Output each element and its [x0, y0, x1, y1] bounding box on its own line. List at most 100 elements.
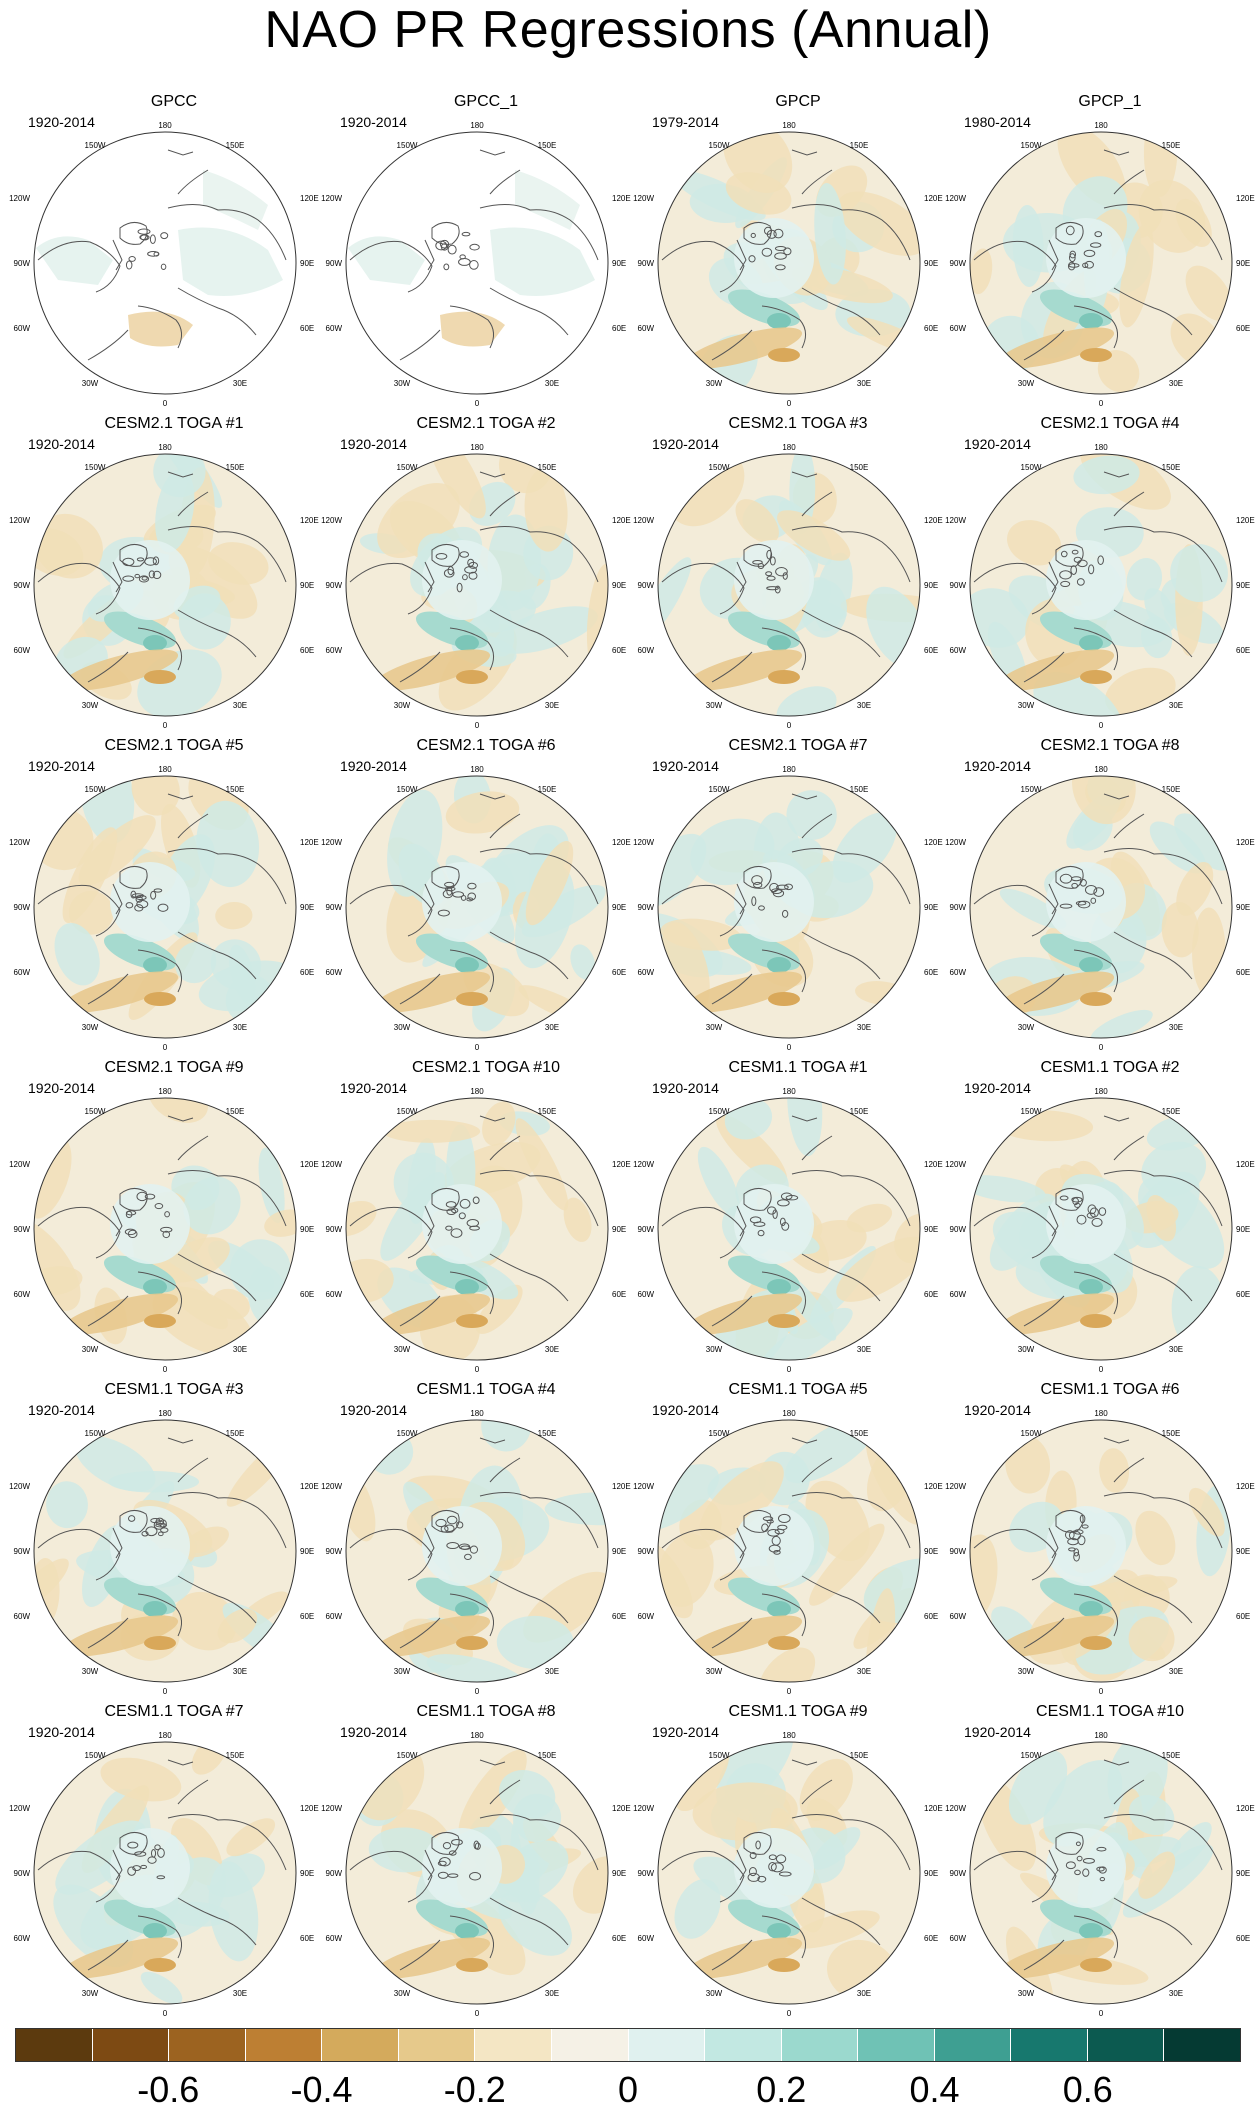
panel-period: 1920-2014	[964, 436, 1031, 452]
longitude-label: 0	[1099, 399, 1104, 408]
polar-map: 180 150W 150E 120W 120E 90W 90E 60W 60E 30W 30E 0	[945, 765, 1255, 1052]
longitude-label: 150E	[1162, 785, 1181, 794]
longitude-label: 120W	[9, 838, 30, 847]
longitude-label: 30E	[233, 1345, 247, 1354]
longitude-label: 120E	[1236, 838, 1255, 847]
longitude-label: 120W	[633, 516, 654, 525]
panel-period: 1920-2014	[340, 1724, 407, 1740]
longitude-label: 180	[470, 1409, 484, 1418]
longitude-label: 30W	[82, 1667, 99, 1676]
longitude-label: 30E	[233, 701, 247, 710]
map-panel: CESM2.1 TOGA #9 180 150W 150E 120W 120E 90W 90E…	[9, 1058, 330, 1378]
longitude-label: 180	[158, 443, 172, 452]
longitude-label: 150W	[1021, 1107, 1042, 1116]
panel-period: 1920-2014	[28, 1402, 95, 1418]
longitude-label: 60W	[950, 646, 967, 655]
longitude-label: 180	[782, 1409, 796, 1418]
longitude-label: 30E	[857, 701, 871, 710]
map-field	[346, 1742, 608, 2004]
panel-title: CESM1.1 TOGA #10	[1036, 1703, 1184, 1720]
coastlines	[37, 149, 287, 361]
map-panel: CESM2.1 TOGA #7 180 150W 150E 120W 120E 90W 90E…	[633, 736, 954, 1056]
longitude-label: 150E	[538, 1751, 557, 1760]
map-boundary	[33, 1097, 297, 1361]
panel-period: 1920-2014	[340, 758, 407, 774]
panel-period: 1920-2014	[340, 436, 407, 452]
longitude-label: 60E	[300, 1612, 314, 1621]
map-boundary	[969, 131, 1233, 395]
longitude-label: 120E	[300, 838, 319, 847]
map-panel: CESM1.1 TOGA #6 180 150W 150E 120W 120E 90W 90E…	[945, 1380, 1256, 1700]
longitude-label: 30E	[857, 379, 871, 388]
longitude-label: 180	[1094, 443, 1108, 452]
coastlines	[661, 793, 911, 1005]
panel-title: CESM2.1 TOGA #7	[728, 737, 868, 754]
polar-map: 180 150W 150E 120W 120E 90W 90E 60W 60E 30W 30E 0	[321, 121, 631, 408]
longitude-label: 150E	[226, 785, 245, 794]
longitude-label: 120W	[9, 1482, 30, 1491]
map-field	[346, 776, 608, 1038]
polar-map: 180 150W 150E 120W 120E 90W 90E 60W 60E 30W 30E 0	[633, 765, 943, 1052]
colorbar-box	[858, 2029, 935, 2061]
longitude-label: 180	[158, 1731, 172, 1740]
longitude-label: 30E	[1169, 1989, 1183, 1998]
longitude-label: 150E	[850, 463, 869, 472]
longitude-label: 150E	[226, 1429, 245, 1438]
map-boundary	[345, 453, 609, 717]
panel-title: GPCP	[775, 93, 821, 110]
longitude-label: 60W	[638, 1290, 655, 1299]
longitude-label: 90E	[1236, 259, 1250, 268]
longitude-label: 0	[787, 1365, 792, 1374]
longitude-label: 120E	[612, 194, 631, 203]
coastlines	[349, 1437, 599, 1649]
panel-title: CESM2.1 TOGA #8	[1040, 737, 1180, 754]
longitude-label: 30W	[1018, 1345, 1035, 1354]
colorbar-label: 0.2	[756, 2069, 807, 2110]
longitude-label: 180	[1094, 1409, 1108, 1418]
map-panel: CESM1.1 TOGA #4 180 150W 150E 120W 120E 90W 90E…	[321, 1380, 642, 1700]
colorbar-box	[322, 2029, 399, 2061]
map-field	[970, 776, 1232, 1038]
panel-title: CESM2.1 TOGA #4	[1040, 415, 1180, 432]
longitude-label: 150W	[1021, 785, 1042, 794]
longitude-label: 60E	[612, 1612, 626, 1621]
map-panel: CESM1.1 TOGA #5 180 150W 150E 120W 120E 90W 90E…	[633, 1380, 954, 1700]
longitude-label: 90E	[612, 903, 626, 912]
longitude-label: 90W	[950, 581, 967, 590]
longitude-label: 150W	[397, 141, 418, 150]
longitude-label: 60E	[612, 968, 626, 977]
coastlines	[349, 149, 599, 361]
longitude-label: 150E	[850, 1751, 869, 1760]
longitude-label: 60E	[612, 1290, 626, 1299]
longitude-label: 120E	[924, 838, 943, 847]
longitude-label: 150W	[709, 1429, 730, 1438]
longitude-label: 30W	[1018, 1989, 1035, 1998]
polar-map: 180 150W 150E 120W 120E 90W 90E 60W 60E 30W 30E 0	[633, 1731, 943, 2018]
longitude-label: 180	[1094, 1731, 1108, 1740]
map-field	[34, 1098, 296, 1360]
longitude-label: 60W	[950, 324, 967, 333]
longitude-label: 60E	[300, 324, 314, 333]
panel-period: 1920-2014	[340, 1080, 407, 1096]
longitude-label: 120W	[321, 1160, 342, 1169]
map-field	[658, 1742, 920, 2004]
longitude-label: 30E	[857, 1345, 871, 1354]
map-field	[658, 454, 920, 716]
map-field	[970, 1420, 1232, 1682]
longitude-label: 180	[782, 1087, 796, 1096]
longitude-label: 180	[470, 443, 484, 452]
longitude-label: 90W	[326, 1547, 343, 1556]
map-field	[34, 776, 296, 1038]
longitude-label: 60E	[1236, 1612, 1250, 1621]
longitude-label: 120E	[924, 1804, 943, 1813]
longitude-label: 30W	[82, 701, 99, 710]
longitude-label: 150E	[1162, 1751, 1181, 1760]
longitude-label: 0	[475, 399, 480, 408]
longitude-label: 90W	[950, 903, 967, 912]
colorbar-label: -0.2	[443, 2069, 506, 2110]
longitude-label: 150E	[1162, 1107, 1181, 1116]
longitude-label: 120E	[612, 1160, 631, 1169]
panel-title: CESM2.1 TOGA #6	[416, 737, 556, 754]
longitude-label: 120E	[924, 1160, 943, 1169]
panel-title: CESM1.1 TOGA #5	[728, 1381, 868, 1398]
